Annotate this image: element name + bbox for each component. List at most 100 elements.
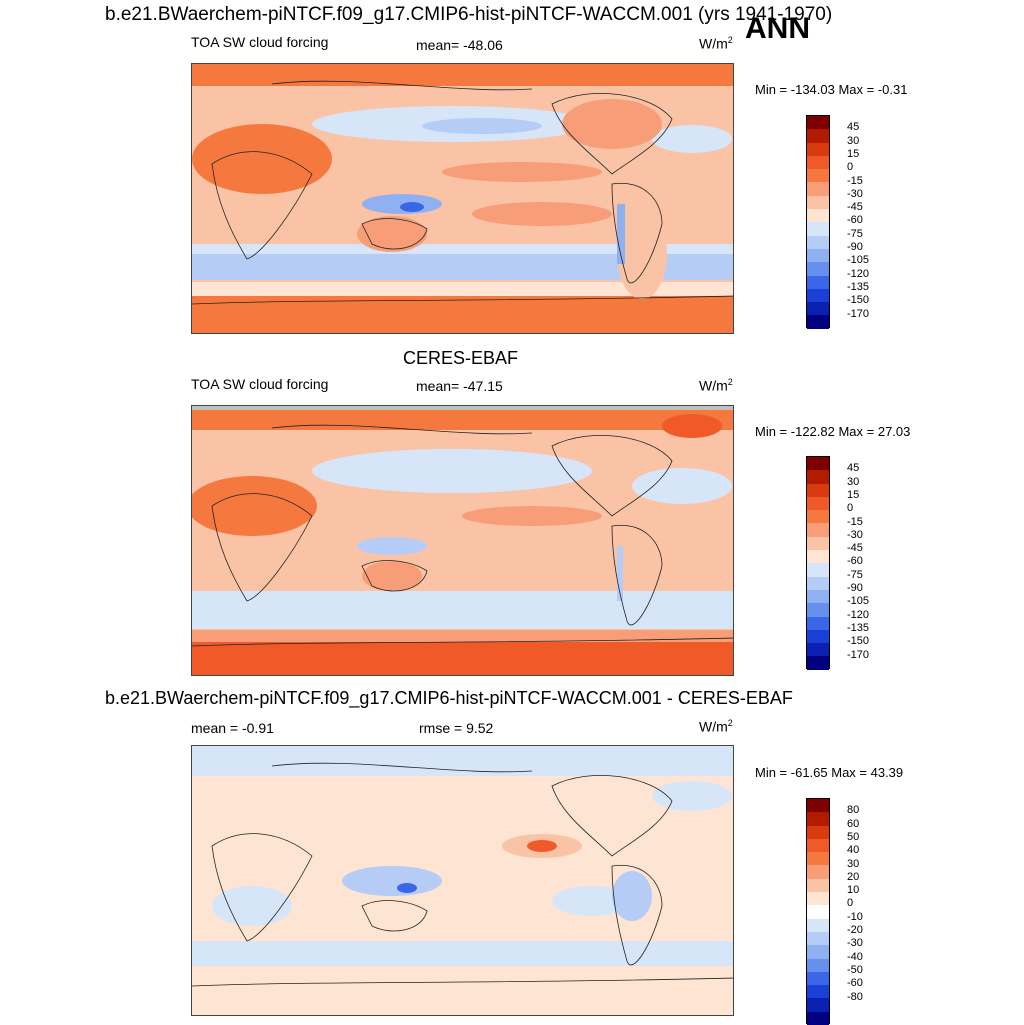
panel3-units: W/m2 [699,718,733,735]
colorbar-segment [807,155,829,170]
panel3-mean: mean = -0.91 [191,720,274,736]
panel1-minmax: Min = -134.03 Max = -0.31 [755,82,908,97]
colorbar-tick-label: -105 [847,254,870,267]
panel1-units: W/m2 [699,35,733,52]
colorbar-segment [807,302,829,316]
colorbar-tick-label: 40 [847,844,860,857]
colorbar-tick-label: -170 [847,648,870,661]
colorbar-tick-label: 0 [847,161,854,174]
panel2-mean: mean= -47.15 [416,378,503,394]
colorbar-tick-label: 50 [847,830,860,843]
main-title: b.e21.BWaerchem-piNTCF.f09_g17.CMIP6-his… [105,4,833,25]
colorbar-segment [807,209,829,223]
panel1-mean: mean= -48.06 [416,37,503,53]
colorbar-segment [807,931,829,946]
colorbar-segment [807,563,829,577]
colorbar-segment [807,998,829,1012]
colorbar-tick-label: 0 [847,502,854,515]
colorbar-segment [807,852,829,866]
colorbar-segment [807,945,829,959]
colorbar-tick-label: -15 [847,174,863,187]
colorbar-tick-label: 0 [847,897,854,910]
colorbar-tick-label: -150 [847,635,870,648]
panel2-title: CERES-EBAF [403,348,519,368]
colorbar-tick-label: -15 [847,515,863,528]
colorbar-segment [807,825,829,839]
panel1-map [191,63,734,334]
colorbar-segment [807,248,829,263]
colorbar-segment [807,496,829,511]
colorbar-tick-label: -45 [847,201,863,214]
colorbar-tick-label: 15 [847,488,860,501]
colorbar-segment [807,812,829,826]
colorbar-tick-label: -135 [847,280,870,293]
colorbar-tick-label: -75 [847,227,863,240]
colorbar-segment [807,905,829,919]
colorbar-tick-label: 80 [847,804,860,817]
panel2-colorbar [806,456,830,670]
colorbar-segment [807,589,829,604]
colorbar-tick-label: -75 [847,568,863,581]
colorbar-segment [807,510,829,524]
colorbar-segment [807,315,829,329]
colorbar-tick-label: 45 [847,121,860,134]
colorbar-tick-label: 15 [847,147,860,160]
panel2-minmax: Min = -122.82 Max = 27.03 [755,424,911,439]
colorbar-segment [807,629,829,644]
colorbar-tick-label: 10 [847,884,860,897]
colorbar-segment [807,262,829,276]
season-label: ANN [745,12,810,45]
colorbar-segment [807,643,829,657]
colorbar-segment [807,878,829,893]
colorbar-segment [807,656,829,670]
colorbar-segment [807,536,829,551]
panel2-units: W/m2 [699,377,733,394]
colorbar-tick-label: -20 [847,924,863,936]
colorbar-tick-label: -105 [847,595,870,608]
colorbar-tick-label: 45 [847,462,860,475]
panel3-title: b.e21.BWaerchem-piNTCF.f09_g17.CMIP6-his… [105,688,793,708]
colorbar-segment [807,116,829,130]
colorbar-tick-label: -30 [847,187,863,200]
colorbar-tick-label: -60 [847,977,863,990]
colorbar-segment [807,1011,829,1025]
colorbar-tick-label: -30 [847,937,863,950]
colorbar-tick-label: -90 [847,241,863,253]
colorbar-tick-label: -90 [847,582,863,594]
colorbar-segment [807,576,829,590]
panel3-rmse: rmse = 9.52 [419,720,494,736]
colorbar-tick-label: -60 [847,214,863,227]
colorbar-segment [807,616,829,630]
colorbar-tick-label: -80 [847,990,863,1003]
colorbar-segment [807,275,829,289]
colorbar-tick-label: -30 [847,528,863,541]
panel3-minmax: Min = -61.65 Max = 43.39 [755,765,904,780]
colorbar-segment [807,235,829,249]
colorbar-segment [807,288,829,303]
colorbar-tick-label: -150 [847,294,870,307]
colorbar-segment [807,483,829,497]
colorbar-tick-label: 60 [847,817,860,830]
colorbar-segment [807,985,829,999]
panel3-map [191,745,734,1016]
colorbar-segment [807,195,829,210]
colorbar-tick-label: -135 [847,621,870,634]
colorbar-tick-label: -40 [847,950,863,963]
colorbar-segment [807,550,829,564]
colorbar-segment [807,169,829,183]
colorbar-tick-label: 20 [847,870,860,883]
colorbar-segment [807,799,829,813]
panel2-map [191,405,734,676]
colorbar-segment [807,865,829,879]
colorbar-segment [807,958,829,972]
colorbar-tick-label: -120 [847,608,870,621]
colorbar-segment [807,971,829,986]
colorbar-tick-label: 30 [847,134,860,147]
colorbar-tick-label: -120 [847,267,870,280]
colorbar-tick-label: 30 [847,475,860,488]
panel2-variable: TOA SW cloud forcing [191,376,329,392]
colorbar-tick-label: -60 [847,555,863,568]
colorbar-tick-label: -50 [847,963,863,976]
colorbar-tick-label: -45 [847,542,863,555]
colorbar-segment [807,129,829,143]
